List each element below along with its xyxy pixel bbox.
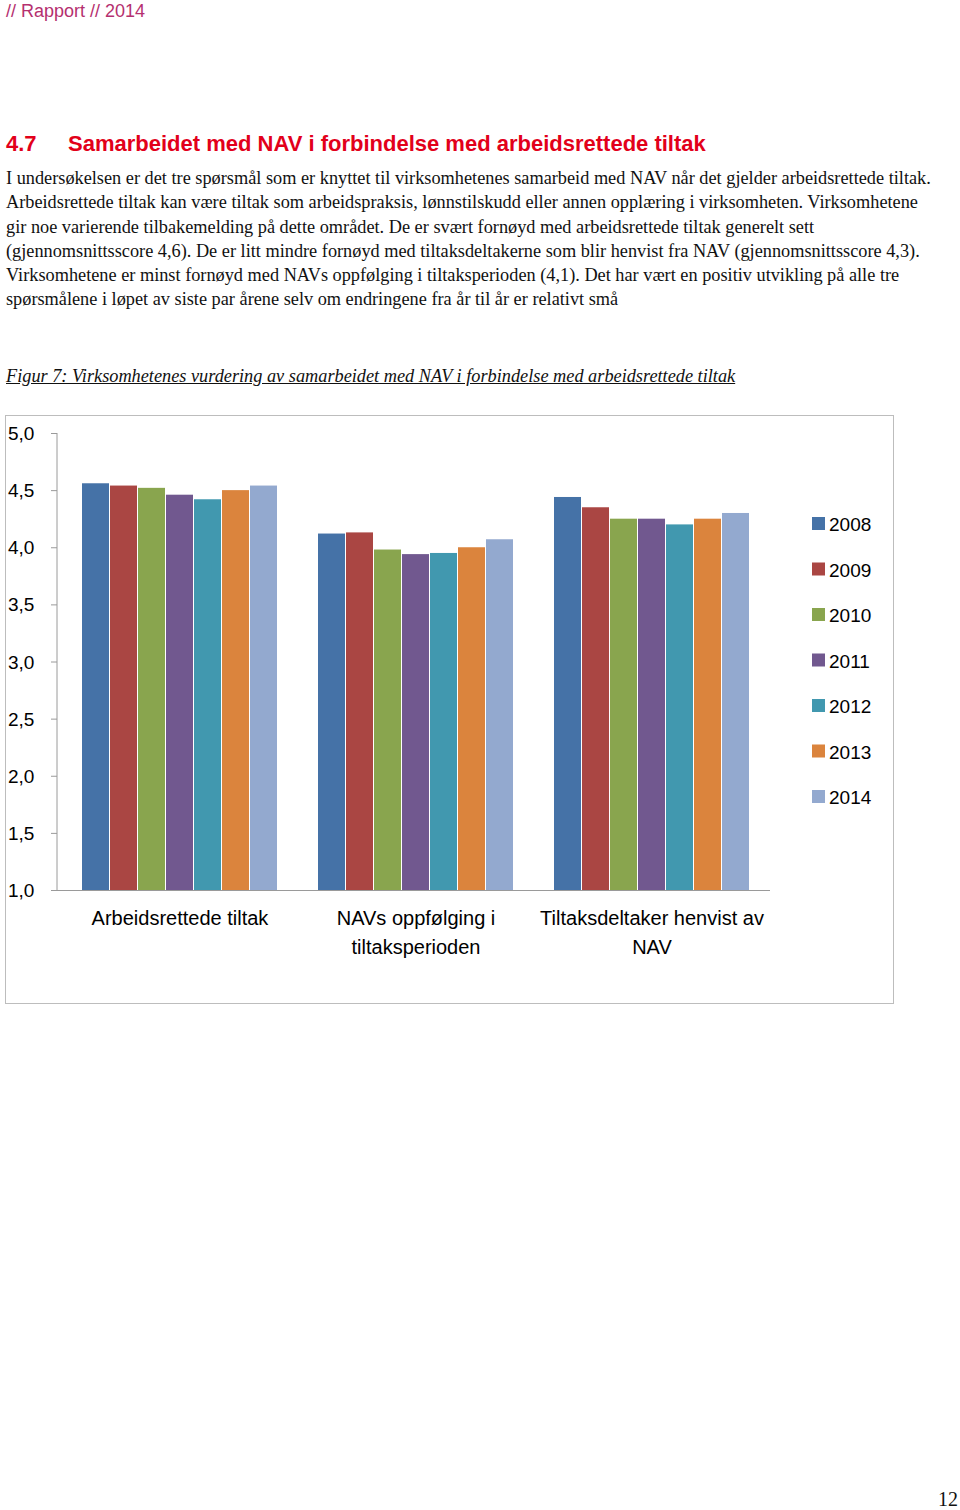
bar: [374, 550, 401, 890]
x-tick-label: NAVs oppfølging i tiltaksperioden: [304, 904, 528, 962]
bar: [166, 495, 193, 890]
legend-swatch: [812, 790, 825, 803]
legend-swatch: [812, 563, 825, 576]
bar: [610, 519, 637, 890]
y-tick-label: 1,5: [8, 823, 34, 844]
bar: [582, 507, 609, 890]
y-tick-label: 4,5: [8, 480, 34, 501]
y-tick: [51, 547, 57, 548]
bar: [194, 499, 221, 890]
page: { "header": "// Rapport // 2014", "secti…: [0, 0, 960, 1510]
y-tick-label: 3,0: [8, 652, 34, 673]
chart: 1,0 1,5 2,0 2,5 3,0 3,5 4,0 4,5 5,0 2008 2009 2010 2…: [0, 0, 960, 1510]
x-tick-label: Arbeidsrettede tiltak: [68, 904, 292, 933]
y-tick-label: 5,0: [8, 423, 34, 444]
legend-swatch: [812, 608, 825, 621]
page-header: // Rapport // 2014: [6, 1, 145, 22]
bar: [82, 483, 109, 890]
y-tick: [51, 890, 57, 891]
legend-label: 2009: [829, 560, 871, 581]
y-tick: [51, 490, 57, 491]
bar: [110, 486, 137, 890]
paragraph: I undersøkelsen er det tre spørsmål som …: [6, 166, 936, 312]
bar: [138, 488, 165, 890]
bar: [458, 547, 485, 890]
bar: [694, 519, 721, 890]
bar: [666, 524, 693, 890]
figure-caption: Figur 7: Virksomhetenes vurdering av sam…: [6, 366, 735, 387]
y-tick-label: 2,0: [8, 766, 34, 787]
y-tick-label: 1,0: [8, 880, 34, 901]
bar: [346, 532, 373, 890]
legend-label: 2011: [829, 651, 870, 672]
legend-label: 2010: [829, 605, 871, 626]
y-tick-label: 2,5: [8, 709, 34, 730]
legend-label: 2008: [829, 514, 871, 535]
legend-swatch: [812, 654, 825, 667]
y-tick: [51, 433, 57, 434]
legend-swatch: [812, 517, 825, 530]
section-title: Samarbeidet med NAV i forbindelse med ar…: [68, 131, 706, 156]
legend-swatch: [812, 745, 825, 758]
y-tick: [51, 662, 57, 663]
bar: [402, 554, 429, 890]
y-tick-label: 3,5: [8, 594, 34, 615]
bars: [82, 483, 749, 890]
page-number: 12: [938, 1488, 958, 1510]
bar: [318, 534, 345, 890]
y-tick: [51, 604, 57, 605]
legend-label: 2012: [829, 696, 871, 717]
legend-swatch: [812, 699, 825, 712]
bar: [222, 490, 249, 890]
x-axis-line: [57, 890, 770, 891]
y-tick: [51, 719, 57, 720]
x-tick-label: Tiltaksdeltaker henvist av NAV: [540, 904, 764, 962]
bar: [250, 486, 277, 890]
legend-label: 2014: [829, 787, 872, 808]
legend-label: 2013: [829, 742, 871, 763]
section-heading: 4.7Samarbeidet med NAV i forbindelse med…: [6, 131, 706, 157]
y-tick: [51, 776, 57, 777]
bar: [722, 513, 749, 890]
bar: [554, 497, 581, 890]
y-tick: [51, 833, 57, 834]
bar: [430, 553, 457, 890]
bar: [638, 519, 665, 890]
section-number: 4.7: [6, 131, 68, 157]
bar: [486, 539, 513, 890]
y-tick-label: 4,0: [8, 537, 34, 558]
